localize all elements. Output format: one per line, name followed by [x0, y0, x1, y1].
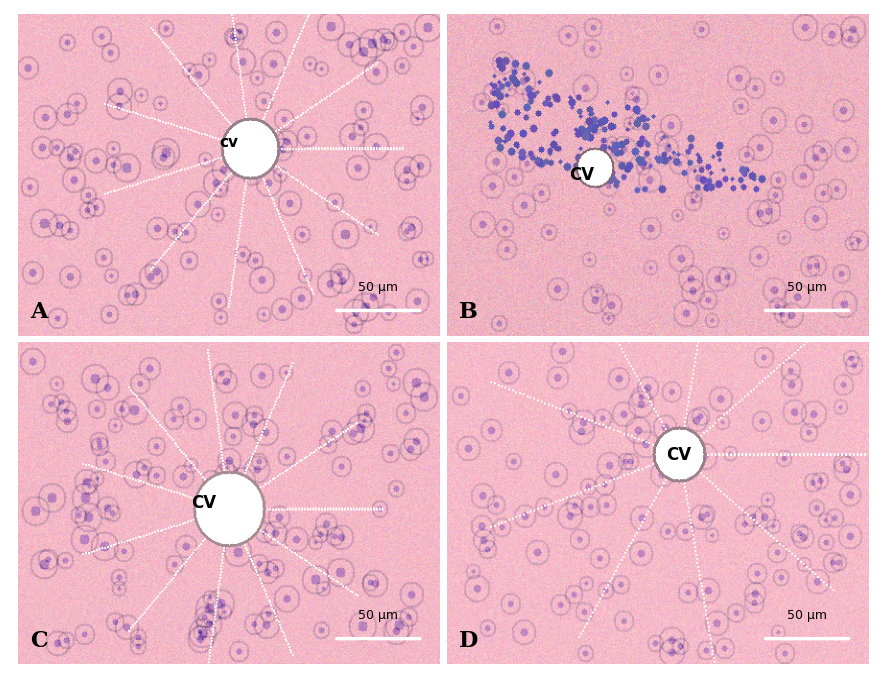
Text: 50 μm: 50 μm: [358, 281, 399, 294]
Text: B: B: [459, 302, 478, 323]
Text: 50 μm: 50 μm: [358, 610, 399, 622]
Text: cv: cv: [219, 135, 238, 150]
Text: C: C: [30, 630, 48, 652]
Text: 50 μm: 50 μm: [787, 281, 828, 294]
Text: CV: CV: [569, 166, 594, 184]
Text: 50 μm: 50 μm: [787, 610, 828, 622]
Text: CV: CV: [190, 494, 216, 512]
Text: CV: CV: [666, 445, 691, 464]
Text: D: D: [459, 630, 478, 652]
Text: A: A: [30, 302, 48, 323]
